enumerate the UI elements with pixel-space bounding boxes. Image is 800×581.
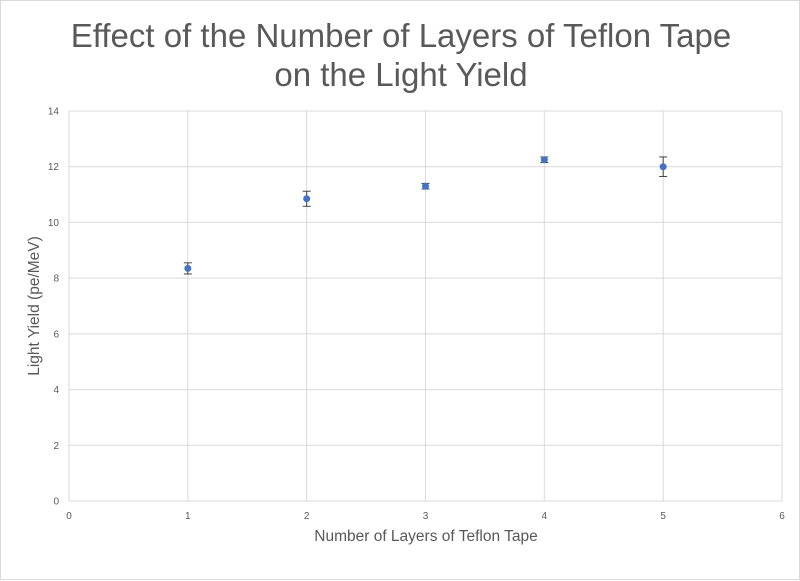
y-tick-label: 8 xyxy=(53,274,59,285)
y-axis-label: Light Yield (pe/MeV) xyxy=(26,236,43,376)
chart-title-line-2: on the Light Yield xyxy=(274,56,528,93)
y-tick-label: 4 xyxy=(53,385,59,396)
x-tick-label: 4 xyxy=(542,511,548,522)
y-tick-label: 14 xyxy=(48,107,60,118)
y-tick-label: 6 xyxy=(53,329,59,340)
chart-title-line-1: Effect of the Number of Layers of Teflon… xyxy=(70,17,732,54)
x-tick-label: 5 xyxy=(660,511,666,522)
data-point xyxy=(540,156,548,164)
x-tick-label: 6 xyxy=(779,511,785,522)
x-tick-label: 2 xyxy=(304,511,310,522)
data-point xyxy=(184,264,192,272)
y-tick-label: 10 xyxy=(48,218,60,229)
data-point xyxy=(659,163,667,171)
data-point xyxy=(303,195,311,203)
data-point-layer xyxy=(184,156,667,272)
y-tick-label: 2 xyxy=(53,441,59,452)
data-point xyxy=(422,182,429,190)
x-tick-label: 1 xyxy=(185,511,191,522)
y-tick-label: 0 xyxy=(53,497,59,508)
grid-layer xyxy=(68,110,783,502)
x-tick-label: 3 xyxy=(423,511,429,522)
x-axis-label: Number of Layers of Teflon Tape xyxy=(314,528,538,545)
y-tick-label: 12 xyxy=(48,162,60,173)
x-tick-label: 0 xyxy=(66,511,72,522)
